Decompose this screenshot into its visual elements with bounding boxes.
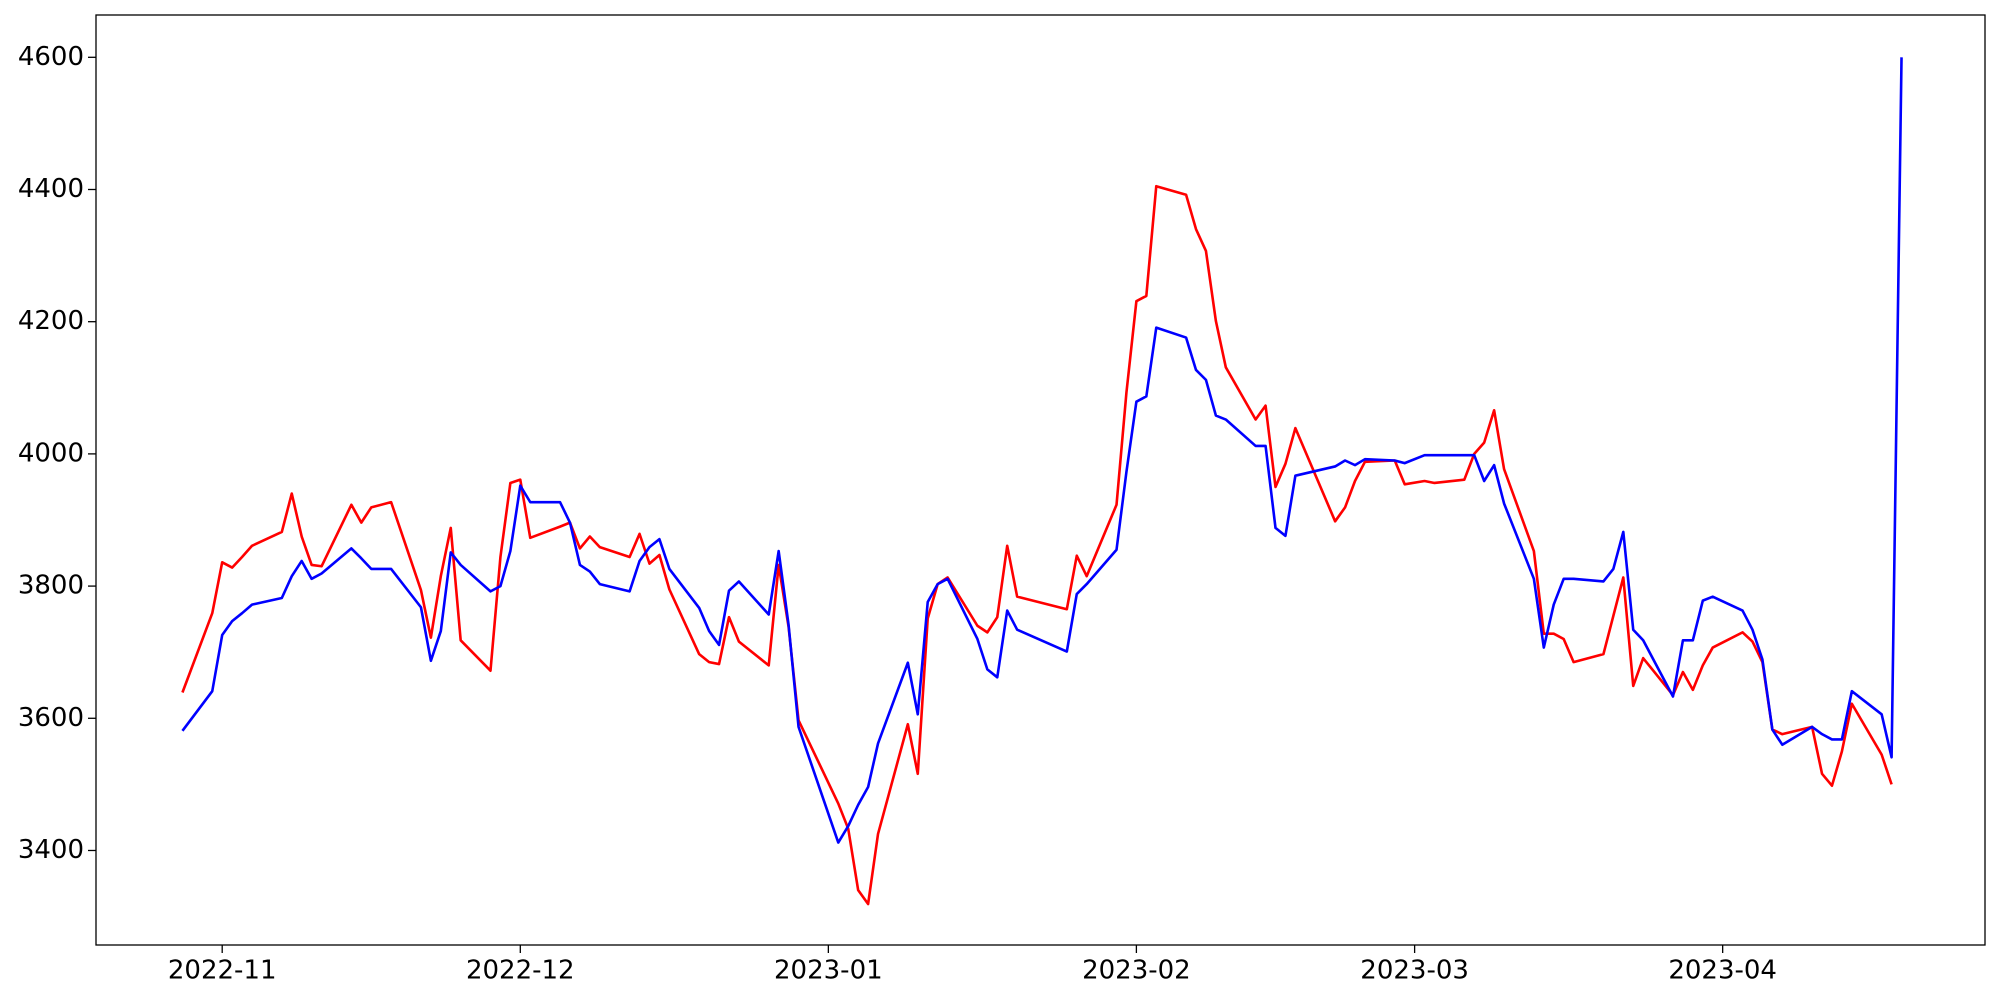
plot-frame (95, 14, 1986, 946)
x-tick-label: 2023-04 (1668, 956, 1777, 986)
x-tick-label: 2022-11 (168, 956, 277, 986)
x-tick-label: 2022-12 (466, 956, 575, 986)
x-tick-label: 2023-02 (1082, 956, 1191, 986)
y-tick-label: 4200 (18, 306, 84, 336)
y-tick-label: 3800 (18, 571, 84, 601)
y-tick-label: 3400 (18, 835, 84, 865)
line (181, 184, 1893, 906)
line (181, 57, 1903, 844)
x-tick-label: 2023-03 (1360, 956, 1469, 986)
y-tick-label: 3600 (18, 703, 84, 733)
x-tick-label: 2023-01 (774, 956, 883, 986)
y-tick-label: 4400 (18, 174, 84, 204)
y-tick-label: 4000 (18, 438, 84, 468)
y-tick-label: 4600 (18, 42, 84, 72)
